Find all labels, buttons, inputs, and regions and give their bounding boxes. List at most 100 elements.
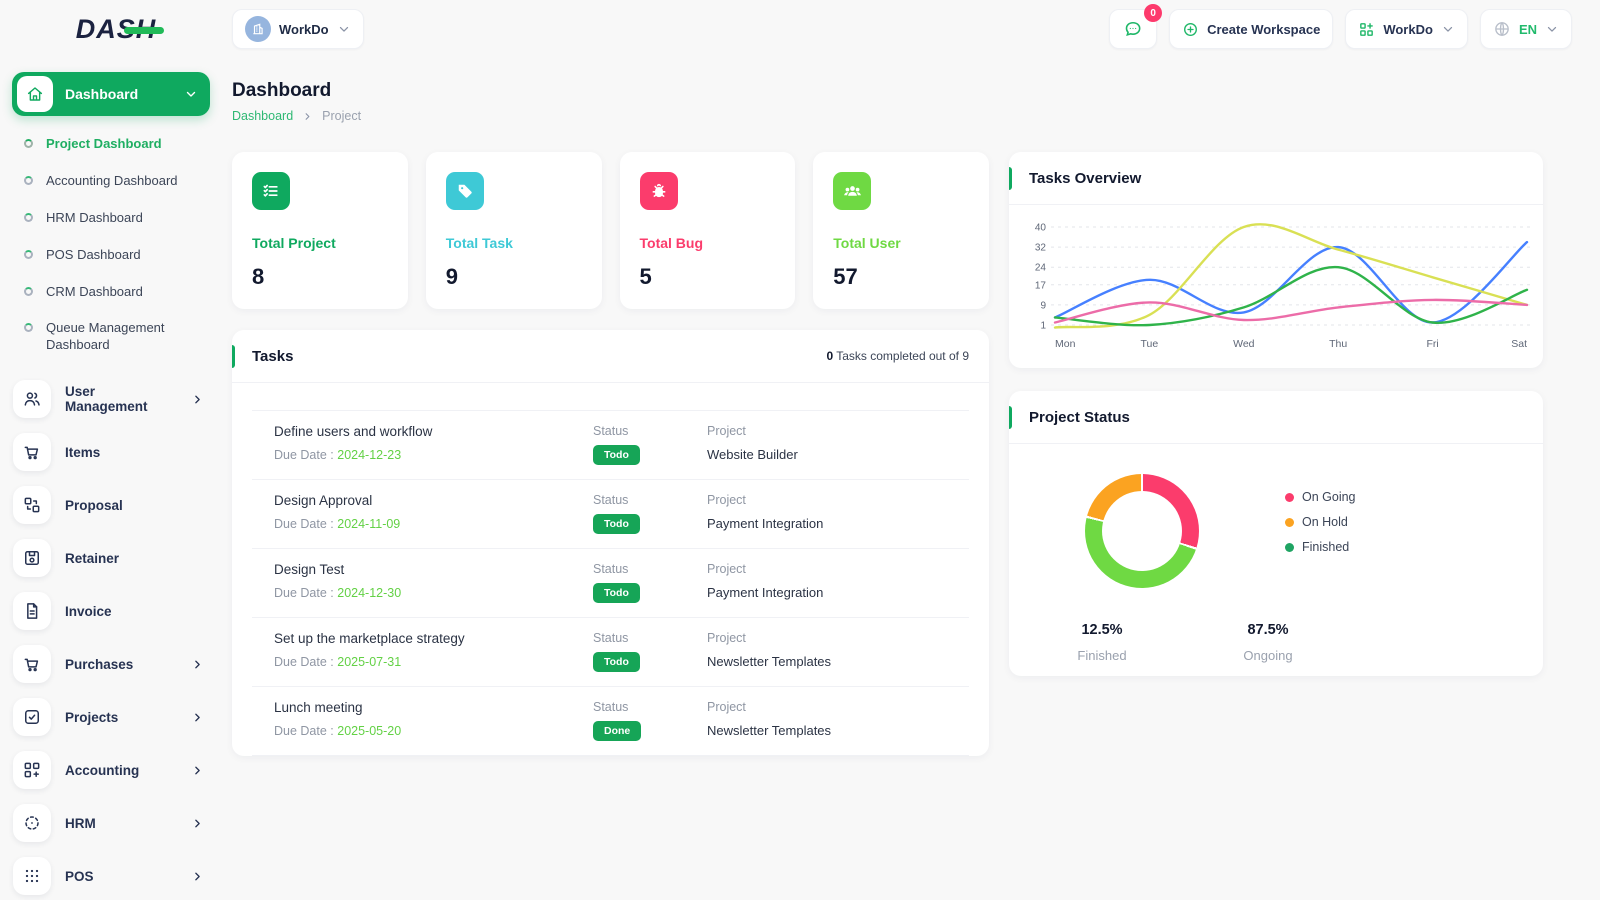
users-icon <box>13 380 51 419</box>
sidebar-item-retainer[interactable]: Retainer <box>12 535 210 581</box>
messages-button[interactable]: 0 <box>1109 4 1163 49</box>
workspace-switcher[interactable]: WorkDo <box>232 9 364 49</box>
bullet-icon <box>24 139 33 148</box>
tag-icon <box>445 172 484 210</box>
stat-value: 9 <box>445 264 458 289</box>
breadcrumb: Dashboard Project <box>232 109 1543 123</box>
legend-dot <box>1285 517 1294 527</box>
stat-label: Total Task <box>445 235 513 251</box>
sidebar-item-label: Invoice <box>65 603 112 619</box>
status-stat-label: Finished <box>1077 648 1127 663</box>
bullet-icon <box>24 249 33 259</box>
panel-accent-bar <box>1009 167 1012 190</box>
proposal-icon <box>13 486 51 525</box>
check-square-icon <box>13 698 51 737</box>
task-row[interactable]: Set up the marketplace strategy Due Date… <box>252 618 969 687</box>
invoice-icon <box>13 592 51 631</box>
stat-card-total-user: Total User 57 <box>813 152 989 309</box>
workspace-avatar-icon <box>245 16 271 42</box>
stat-card-total-task: Total Task 9 <box>425 152 602 309</box>
svg-text:Wed: Wed <box>1233 338 1255 350</box>
sidebar-subitem-accounting-dashboard[interactable]: Accounting Dashboard <box>12 163 210 200</box>
task-row[interactable]: Lunch meeting Due Date : 2025-05-20 Stat… <box>252 687 969 756</box>
workspace-menu-button[interactable]: WorkDo <box>1345 9 1468 49</box>
app-logo[interactable]: DASH <box>76 14 165 45</box>
sidebar-item-dashboard[interactable]: Dashboard <box>12 72 210 116</box>
sidebar-subitem-label: Accounting Dashboard <box>46 172 178 188</box>
stat-cards: Total Project 8 Total Task 9 Total Bug 5… <box>232 152 989 309</box>
chevron-down-icon <box>1441 22 1455 36</box>
sidebar-item-user-management[interactable]: User Management <box>12 376 210 422</box>
sidebar-item-proposal[interactable]: Proposal <box>12 482 210 528</box>
legend-item-on-hold: On Hold <box>1285 515 1356 529</box>
breadcrumb-dashboard-link[interactable]: Dashboard <box>232 109 294 123</box>
sidebar-subitem-project-dashboard[interactable]: Project Dashboard <box>12 126 210 163</box>
tasks-completed-count: 0 <box>826 349 834 363</box>
due-date-value: 2024-12-30 <box>337 586 402 600</box>
sidebar-item-items[interactable]: Items <box>12 429 210 475</box>
task-name: Lunch meeting <box>274 700 363 715</box>
task-due: Due Date : 2024-11-09 <box>274 517 593 531</box>
grid-plus-icon <box>13 751 51 790</box>
create-workspace-button[interactable]: Create Workspace <box>1169 9 1334 49</box>
sidebar-item-hrm[interactable]: HRM <box>12 800 210 846</box>
svg-text:Sat: Sat <box>1511 338 1527 350</box>
status-stat-ongoing: 87.5% Ongoing <box>1233 622 1303 663</box>
chevron-right-icon <box>302 111 313 122</box>
dashboard-layout: Total Project 8 Total Task 9 Total Bug 5… <box>232 152 1543 760</box>
sidebar-item-label: User Management <box>65 384 148 415</box>
chevron-down-icon <box>1545 22 1559 36</box>
chart-line-series-lime <box>1053 223 1529 329</box>
logo-wrap: DASH <box>0 14 232 45</box>
legend-dot <box>1285 542 1294 552</box>
legend-item-finished: Finished <box>1285 540 1356 554</box>
line-chart-svg: 40 32 24 17 9 1 Mon Tue Wed Thu Fri Sat <box>1035 223 1533 350</box>
task-project-cell: Project Website Builder <box>707 424 969 465</box>
sidebar-item-label: Retainer <box>65 550 120 566</box>
donut-chart <box>1085 474 1199 588</box>
chevron-down-icon <box>184 87 198 101</box>
language-code: EN <box>1518 21 1537 37</box>
project-status-stats: 12.5% Finished 87.5% Ongoing <box>1067 622 1543 663</box>
sidebar-item-purchases[interactable]: Purchases <box>12 641 210 687</box>
sidebar-item-label: Proposal <box>65 497 123 513</box>
task-due: Due Date : 2025-07-31 <box>274 655 593 669</box>
sidebar-item-pos[interactable]: POS <box>12 853 210 899</box>
status-stat-finished: 12.5% Finished <box>1067 622 1137 663</box>
checklist-icon <box>252 172 290 210</box>
task-due: Due Date : 2025-05-20 <box>274 724 593 738</box>
tasks-overview-panel: Tasks Overview 40 32 24 17 9 1 Mon Tue Wed Thu Fri… <box>1009 152 1543 368</box>
sidebar-item-invoice[interactable]: Invoice <box>12 588 210 634</box>
dots-grid-icon <box>13 857 51 896</box>
project-column-label: Project <box>707 562 746 576</box>
sidebar-subitem-hrm-dashboard[interactable]: HRM Dashboard <box>12 200 210 237</box>
chevron-right-icon <box>191 711 204 724</box>
project-name: Newsletter Templates <box>707 654 832 669</box>
sidebar-subitem-pos-dashboard[interactable]: POS Dashboard <box>12 237 210 274</box>
topbar-actions: 0 Create Workspace WorkDo <box>1109 4 1572 49</box>
crosshair-icon <box>13 804 51 843</box>
task-project-cell: Project Newsletter Templates <box>707 700 969 741</box>
task-row[interactable]: Define users and workflow Due Date : 202… <box>252 411 969 480</box>
sidebar-subitem-label: HRM Dashboard <box>46 209 143 225</box>
sidebar-item-accounting[interactable]: Accounting <box>12 747 210 793</box>
chart-line-series-pink <box>1053 298 1529 324</box>
sidebar-subitem-label: POS Dashboard <box>46 246 141 262</box>
task-name: Design Test <box>274 562 345 577</box>
language-selector[interactable]: EN <box>1479 9 1572 49</box>
sidebar-subitem-crm-dashboard[interactable]: CRM Dashboard <box>12 274 210 311</box>
status-badge: Done <box>593 721 642 741</box>
breadcrumb-current: Project <box>322 109 362 123</box>
svg-text:32: 32 <box>1035 243 1047 254</box>
due-date-prefix: Due Date : <box>274 655 334 669</box>
status-column-label: Status <box>593 631 629 645</box>
svg-text:Mon: Mon <box>1055 338 1076 350</box>
home-icon <box>17 76 53 112</box>
sidebar-item-projects[interactable]: Projects <box>12 694 210 740</box>
sidebar-item-label: POS <box>65 868 94 884</box>
task-row[interactable]: Design Approval Due Date : 2024-11-09 St… <box>252 480 969 549</box>
sidebar-item-label: Projects <box>65 709 119 725</box>
sidebar-subitem-queue-management-dashboard[interactable]: Queue Management Dashboard <box>12 310 210 364</box>
task-row[interactable]: Design Test Due Date : 2024-12-30 Status… <box>252 549 969 618</box>
